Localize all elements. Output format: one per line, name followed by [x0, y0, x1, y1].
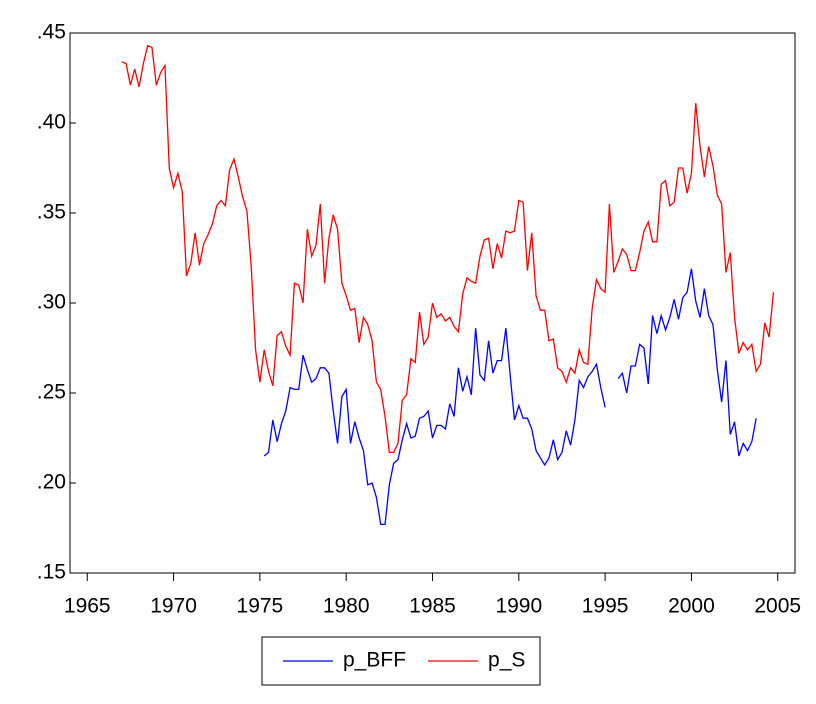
y-tick-label: .15 [37, 561, 66, 584]
y-tick-label: .45 [37, 21, 66, 44]
y-tick-label: .20 [37, 471, 66, 494]
x-tick-label: 1975 [237, 595, 284, 618]
series-line [121, 44, 775, 454]
x-tick-label: 1980 [323, 595, 370, 618]
x-tick-label: 1965 [64, 595, 111, 618]
y-tick-label: .35 [37, 201, 66, 224]
x-tick-label: 1970 [150, 595, 197, 618]
x-tick-label: 1995 [582, 595, 629, 618]
x-tick-label: 1990 [495, 595, 542, 618]
x-tick-label: 1985 [409, 595, 456, 618]
x-tick-label: 2005 [754, 595, 801, 618]
y-tick-label: .40 [37, 111, 66, 134]
y-tick-label: .30 [37, 291, 66, 314]
legend-label: p_S [488, 649, 525, 672]
series-line [263, 268, 757, 526]
legend-label: p_BFF [343, 649, 406, 672]
x-tick-label: 2000 [668, 595, 715, 618]
y-tick-label: .25 [37, 381, 66, 404]
